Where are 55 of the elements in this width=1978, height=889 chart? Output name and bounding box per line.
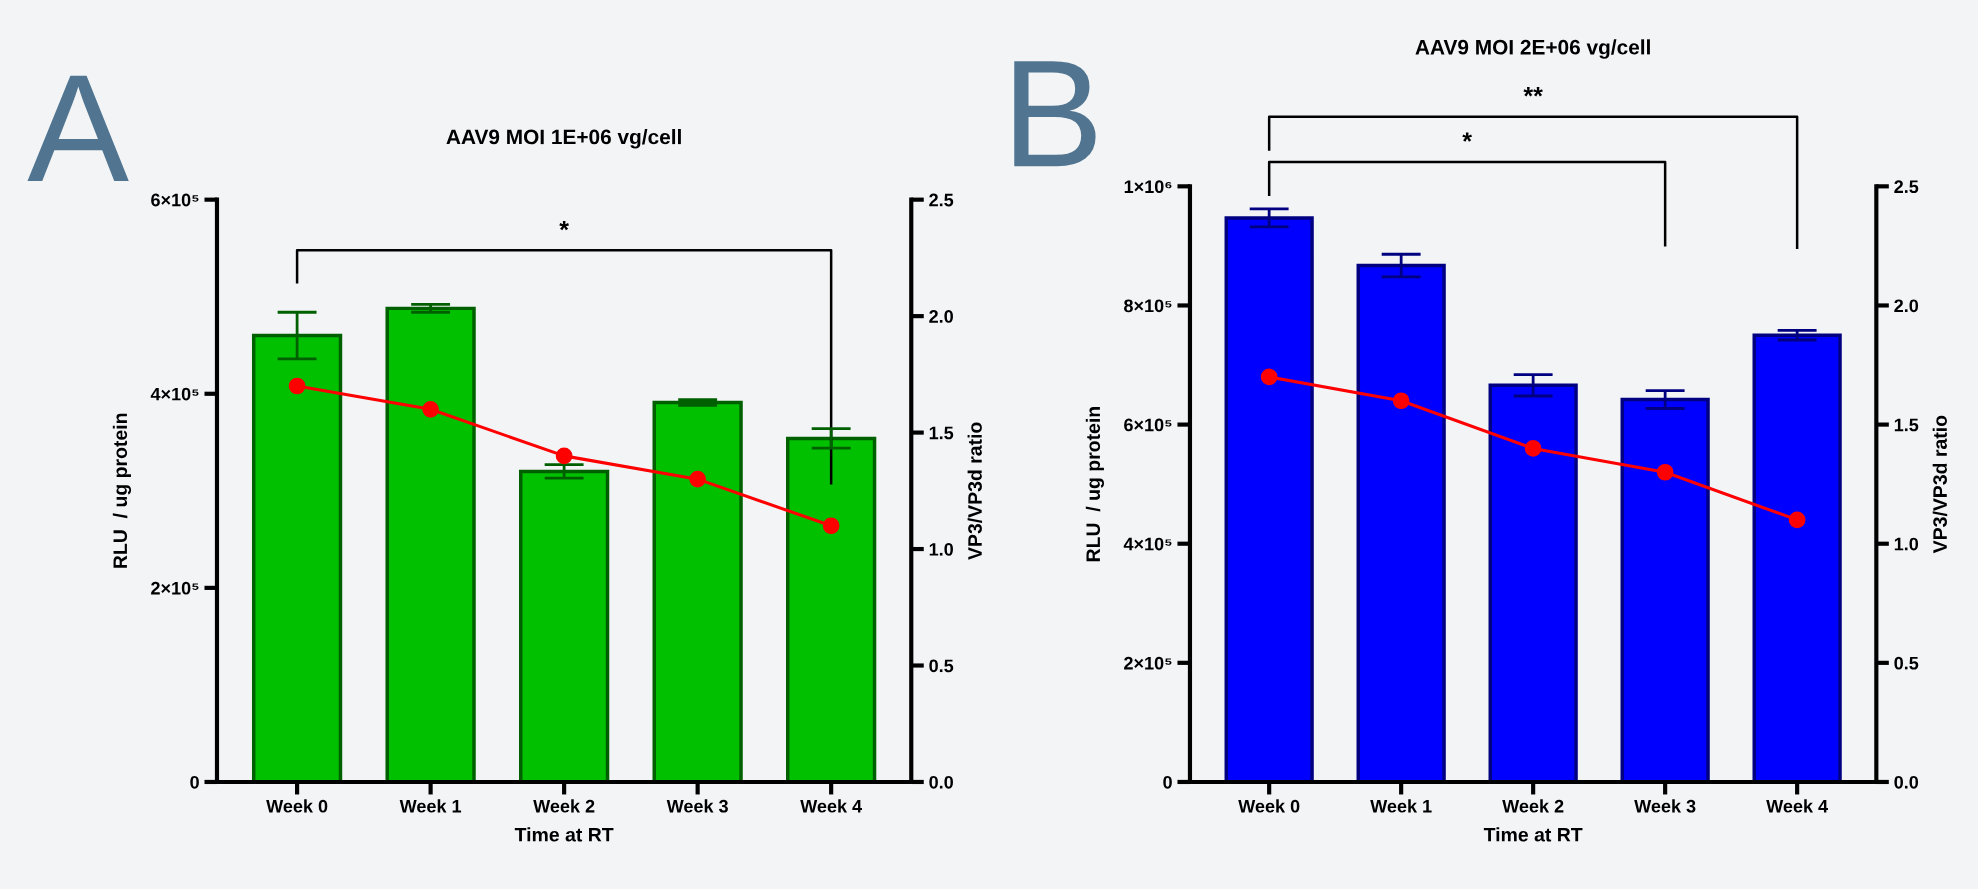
y2-tick-label: 2.5 [929,193,954,207]
y-tick-label: 4×10⁵ [150,387,199,401]
text: B [1014,61,1096,167]
y2-axis-title: VP3/VP3d ratio [1932,415,1948,554]
point [555,447,573,465]
chart-title: AAV9 MOI 2E+06 vg/cell [1415,39,1650,59]
y2-tick-label: 1.5 [1894,418,1919,432]
y2-tick-label: 1.0 [929,542,953,556]
point [822,517,840,535]
x-tick-label: Week 2 [533,799,595,813]
annotation: * [559,220,569,231]
y-tick-label: 2×10⁵ [151,581,199,595]
text: A [27,75,129,181]
x-tick-label: Week 0 [1238,799,1300,813]
y2-tick-label: 0.0 [929,775,953,789]
chart-title: AAV9 MOI 1E+06 vg/cell [446,129,681,149]
y-tick-label: 1×10⁶ [1124,180,1172,194]
point [1788,511,1806,529]
y2-tick-label: 0.5 [1894,656,1919,670]
text: * [1462,132,1472,142]
point [288,377,306,395]
y-tick-label: 6×10⁵ [1124,418,1172,432]
point [1392,392,1410,410]
y-tick-label: 6×10⁵ [151,193,199,207]
x-tick-label: Week 3 [666,799,728,813]
x-tick-label: Week 3 [1634,799,1696,813]
y2-tick-label: 2.0 [929,310,953,323]
y2-tick-label: 2.0 [1894,299,1919,313]
y-tick-label: 0 [190,775,199,789]
y2-axis-title: VP3/VP3d ratio [967,422,983,560]
text: ** [1523,87,1543,97]
y-tick-label: 2×10⁵ [1124,656,1172,670]
x-tick-label: Week 4 [800,799,863,813]
y-tick-label: 4×10⁵ [1123,537,1172,551]
y-tick-label: 8×10⁵ [1124,299,1172,313]
y2-tick-label: 1.5 [929,426,954,440]
x-axis-title: Time at RT [514,827,614,842]
x-tick-label: Week 0 [266,799,328,813]
x-tick-label: Week 4 [1766,799,1828,813]
y-axis-title: RLU / ug protein [112,413,132,568]
point [1656,463,1674,481]
point [1260,368,1278,386]
x-tick-label: Week 1 [399,799,462,813]
y2-tick-label: 2.5 [1894,180,1919,194]
y2-tick-label: 0.0 [1894,775,1919,789]
x-tick-label: Week 1 [1370,799,1432,813]
y-axis-title: RLU / ug protein [1085,407,1105,562]
y-tick-label: 0 [1163,775,1172,789]
y2-tick-label: 0.5 [929,659,954,673]
x-axis-title: Time at RT [1483,827,1583,842]
point [1524,440,1542,457]
x-tick-label: Week 2 [1502,799,1564,813]
point [689,470,706,488]
point [422,400,439,418]
y2-tick-label: 1.0 [1894,537,1919,551]
